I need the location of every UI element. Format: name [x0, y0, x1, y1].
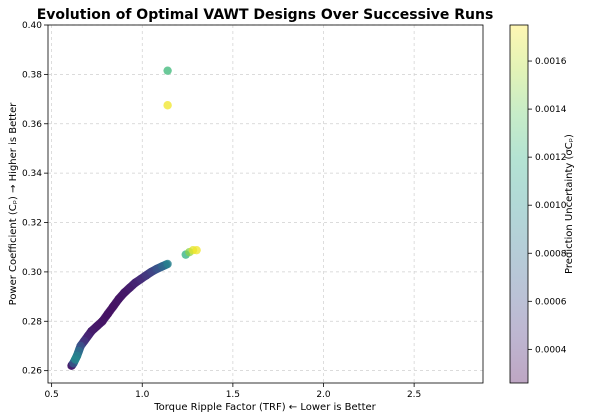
colorbar-tick-label: 0.0004	[535, 345, 567, 355]
scatter-point	[103, 309, 113, 319]
colorbar-label: Prediction Uncertainty (σCₚ)	[564, 134, 575, 274]
y-tick-label: 0.38	[22, 70, 42, 80]
grid	[48, 24, 483, 383]
chart-title: Evolution of Optimal VAWT Designs Over S…	[37, 7, 494, 23]
colorbar-tick-label: 0.0006	[535, 297, 567, 307]
scatter-point	[92, 322, 102, 331]
y-tick-label: 0.26	[22, 367, 42, 377]
y-tick-label: 0.36	[22, 120, 42, 130]
scatter-point	[163, 66, 172, 75]
y-tick-label: 0.28	[22, 317, 42, 327]
colorbar-tick-label: 0.0016	[535, 57, 567, 67]
x-axis: 0.5 1.0 1.5 2.0 2.5	[44, 383, 421, 400]
colorbar-tick-label: 0.0014	[535, 105, 567, 115]
y-tick-label: 0.32	[22, 219, 42, 229]
x-tick-label: 2.5	[407, 390, 421, 400]
x-tick-label: 2.0	[316, 390, 331, 400]
x-axis-label: Torque Ripple Factor (TRF) ← Lower is Be…	[153, 402, 376, 413]
y-tick-label: 0.30	[22, 268, 42, 278]
scatter-points	[67, 66, 201, 370]
x-tick-label: 1.0	[135, 390, 150, 400]
scatter-point	[114, 294, 123, 304]
y-axis-label: Power Coefficient (Cₚ) → Higher is Bette…	[8, 102, 19, 306]
scatter-point	[98, 317, 107, 326]
y-tick-label: 0.34	[22, 169, 42, 179]
colorbar-tick-label: 0.0012	[535, 153, 567, 163]
scatter-point	[119, 288, 129, 298]
colorbar-tick-label: 0.0010	[535, 201, 567, 211]
scatter-point	[163, 101, 172, 110]
scatter-point	[125, 283, 134, 293]
x-tick-label: 0.5	[44, 390, 58, 400]
colorbar-frame	[509, 24, 529, 384]
scatter-point	[192, 245, 201, 255]
scatter-point	[70, 355, 80, 364]
y-axis: 0.26 0.28 0.30 0.32 0.34 0.36 0.38 0.40	[22, 21, 48, 377]
plot-frame	[47, 24, 484, 384]
scatter-point	[163, 259, 172, 269]
colorbar-tick-label: 0.0008	[535, 249, 567, 259]
colorbar-gradient	[510, 25, 528, 383]
x-tick-label: 1.5	[226, 390, 240, 400]
colorbar: 0.0004 0.0006 0.0008 0.0010 0.0012 0.0014 0.00…	[509, 24, 575, 384]
scatter-point	[109, 302, 118, 311]
y-tick-label: 0.40	[22, 21, 42, 31]
colorbar-ticks: 0.0004 0.0006 0.0008 0.0010 0.0012 0.0014 0.00…	[528, 57, 567, 355]
